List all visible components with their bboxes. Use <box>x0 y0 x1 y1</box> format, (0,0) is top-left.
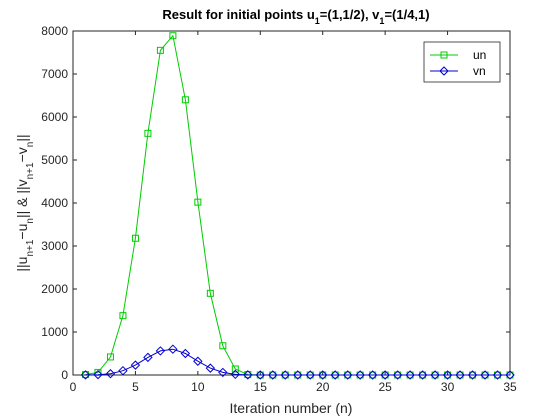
chart-title: Result for initial points u1=(1,1/2), v1… <box>162 7 429 26</box>
data-point-vn <box>168 344 178 354</box>
data-point-vn <box>467 370 478 380</box>
data-point-vn <box>255 370 265 380</box>
x-tick-label: 30 <box>441 380 455 394</box>
y-tick-label: 5000 <box>41 153 68 167</box>
data-point-vn <box>492 370 503 380</box>
legend-item-un: un <box>430 48 486 62</box>
y-tick-label: 1000 <box>41 325 68 339</box>
data-point-vn <box>268 370 278 380</box>
x-axis-label: Iteration number (n) <box>230 400 353 416</box>
data-point-un <box>156 46 164 54</box>
data-point-un <box>131 234 139 242</box>
data-point-un <box>94 368 102 376</box>
data-point-un <box>231 365 239 373</box>
legend-label: un <box>473 48 486 62</box>
legend: un vn <box>423 41 501 83</box>
data-point-vn <box>155 346 166 356</box>
data-point-vn <box>430 370 440 380</box>
data-point-vn <box>143 352 153 363</box>
data-point-un <box>194 198 202 206</box>
y-tick-label: 7000 <box>41 67 68 81</box>
x-tick-label: 0 <box>70 380 77 394</box>
x-tick-label: 15 <box>254 380 268 394</box>
data-point-un <box>144 129 152 137</box>
data-point-vn <box>318 370 328 380</box>
data-point-vn <box>380 370 390 380</box>
y-tick-label: 0 <box>61 368 68 382</box>
legend-marker <box>439 66 449 76</box>
x-tick-label: 20 <box>316 380 330 394</box>
data-point-vn <box>118 365 128 376</box>
x-tick-label: 5 <box>132 380 139 394</box>
data-point-vn <box>417 370 428 380</box>
data-point-un <box>119 312 127 320</box>
data-point-vn <box>205 363 216 373</box>
plot-area <box>72 30 511 376</box>
data-point-vn <box>367 370 378 380</box>
y-axis-label: ||un+1−un|| & ||vn+1−vn|| <box>14 134 36 271</box>
legend-marker <box>440 51 448 59</box>
legend-box <box>423 41 501 83</box>
data-point-un <box>206 289 214 297</box>
data-point-vn <box>130 360 141 370</box>
data-point-vn <box>480 370 490 380</box>
y-axis: 0 1000 2000 3000 4000 5000 6000 7000 8000 <box>41 24 510 382</box>
series-vn <box>80 344 515 380</box>
data-point-vn <box>330 370 340 380</box>
legend-label: vn <box>473 64 486 78</box>
y-tick-label: 4000 <box>41 196 68 210</box>
data-point-vn <box>355 370 365 380</box>
x-tick-label: 25 <box>378 380 392 394</box>
data-point-vn <box>105 369 116 379</box>
data-point-vn <box>180 348 191 359</box>
x-axis: 0 5 10 15 20 25 30 35 <box>70 31 517 394</box>
data-point-vn <box>392 370 403 380</box>
data-point-vn <box>280 370 290 380</box>
data-point-vn <box>218 367 228 378</box>
data-point-vn <box>505 370 515 380</box>
data-point-vn <box>405 370 415 380</box>
y-tick-label: 2000 <box>41 282 68 296</box>
data-point-vn <box>442 370 453 380</box>
data-point-un <box>106 353 114 361</box>
data-point-un <box>169 32 177 40</box>
data-point-vn <box>305 370 315 380</box>
data-point-vn <box>293 370 303 380</box>
data-point-vn <box>80 370 91 380</box>
y-tick-label: 8000 <box>41 24 68 38</box>
series-layer <box>80 32 515 380</box>
data-point-vn <box>93 369 103 380</box>
data-point-vn <box>455 370 465 380</box>
x-tick-label: 35 <box>503 380 517 394</box>
data-point-un <box>219 342 227 350</box>
data-point-vn <box>230 369 241 380</box>
y-tick-label: 3000 <box>41 239 68 253</box>
x-tick-label: 10 <box>191 380 205 394</box>
y-tick-label: 6000 <box>41 110 68 124</box>
data-point-un <box>181 96 189 104</box>
data-point-vn <box>342 370 353 380</box>
legend-item-vn: vn <box>430 64 486 78</box>
data-point-vn <box>243 370 253 380</box>
data-point-vn <box>193 356 203 366</box>
